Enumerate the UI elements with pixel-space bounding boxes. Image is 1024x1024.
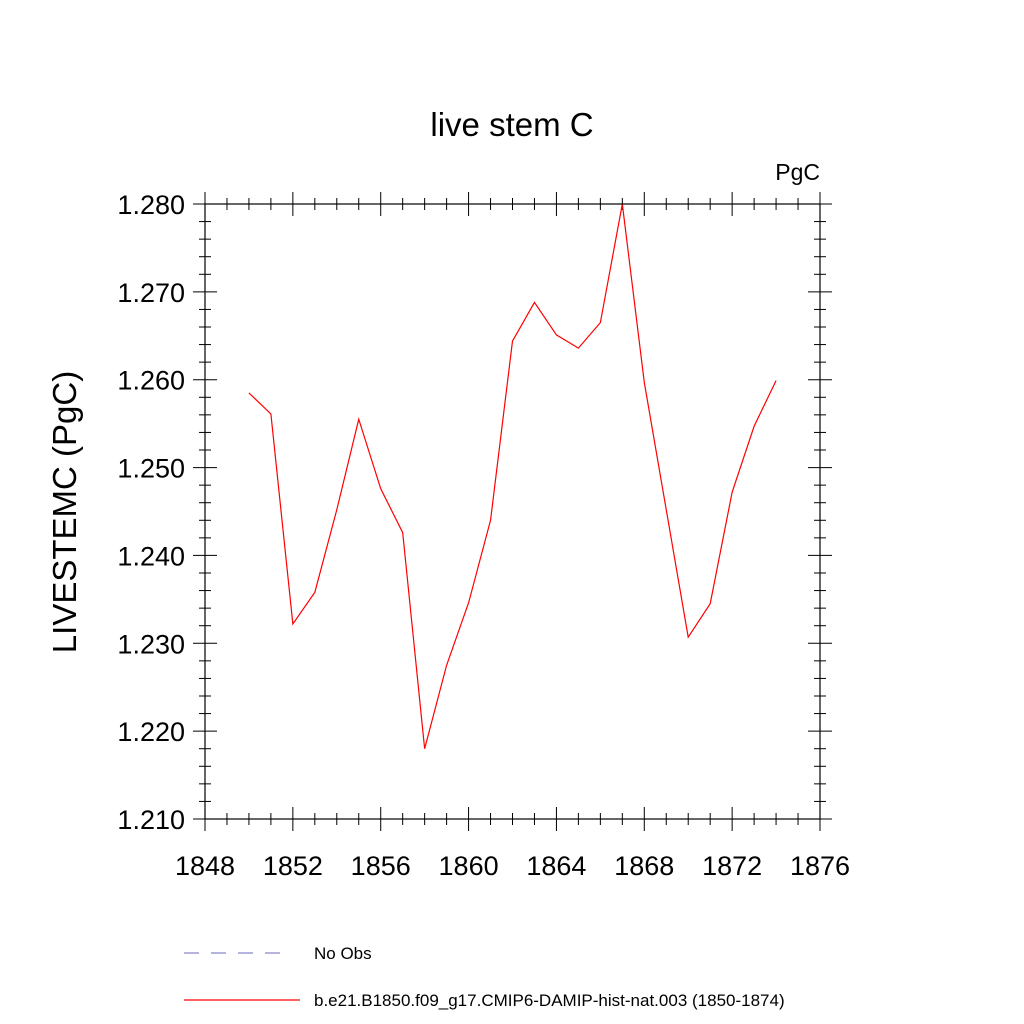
legend-label-series: b.e21.B1850.f09_g17.CMIP6-DAMIP-hist-nat… bbox=[314, 991, 785, 1010]
legend-label-no-obs: No Obs bbox=[314, 944, 372, 963]
y-tick-label: 1.260 bbox=[117, 366, 185, 396]
legend: No Obs b.e21.B1850.f09_g17.CMIP6-DAMIP-h… bbox=[184, 944, 785, 1010]
x-tick-label: 1868 bbox=[614, 851, 674, 881]
y-tick-label: 1.280 bbox=[117, 190, 185, 220]
units-label: PgC bbox=[775, 159, 820, 185]
x-tick-label: 1856 bbox=[351, 851, 411, 881]
series-line bbox=[248, 203, 777, 749]
tick-labels: 1.210 1.220 1.230 1.240 1.250 1.260 1.270 1.280… bbox=[117, 190, 850, 881]
axis-ticks bbox=[193, 192, 832, 831]
y-tick-label: 1.220 bbox=[117, 717, 185, 747]
series-lines bbox=[248, 203, 777, 749]
chart-title: live stem C bbox=[430, 106, 593, 143]
x-tick-label: 1872 bbox=[702, 851, 762, 881]
y-axis-label: LIVESTEMC (PgC) bbox=[46, 371, 83, 653]
x-tick-label: 1860 bbox=[439, 851, 499, 881]
x-tick-label: 1852 bbox=[263, 851, 323, 881]
y-tick-label: 1.250 bbox=[117, 454, 185, 484]
y-tick-label: 1.230 bbox=[117, 629, 185, 659]
y-tick-label: 1.270 bbox=[117, 278, 185, 308]
y-tick-label: 1.210 bbox=[117, 805, 185, 835]
x-tick-label: 1864 bbox=[526, 851, 586, 881]
y-tick-label: 1.240 bbox=[117, 541, 185, 571]
plot-frame bbox=[204, 203, 821, 820]
x-tick-label: 1848 bbox=[175, 851, 235, 881]
x-tick-label: 1876 bbox=[790, 851, 850, 881]
